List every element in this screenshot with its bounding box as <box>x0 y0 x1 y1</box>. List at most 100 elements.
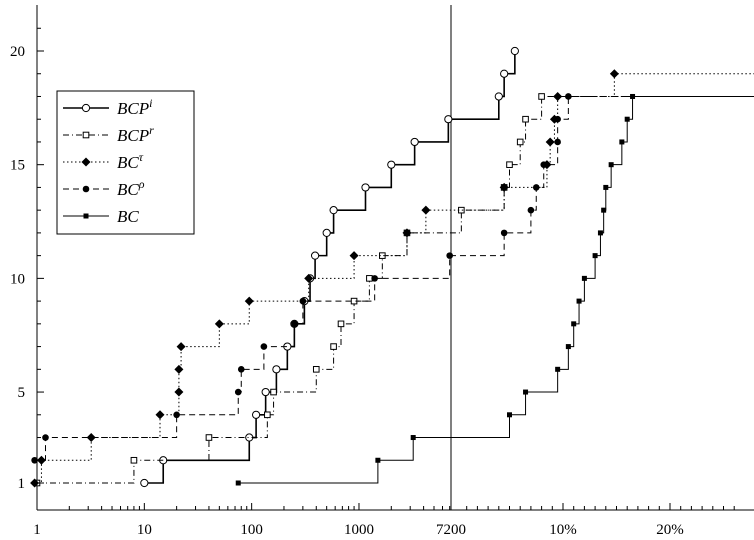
legend-label: BC <box>117 207 139 226</box>
series-line <box>37 95 754 484</box>
legend-series-superscript: r <box>149 123 154 137</box>
legend-marker <box>82 131 90 139</box>
legend-marker <box>81 157 91 167</box>
legend-marker <box>82 185 90 193</box>
legend-series-name: BCP <box>117 126 149 145</box>
data-point <box>304 273 314 283</box>
data-point <box>523 389 529 395</box>
legend-series-superscript: τ <box>139 150 144 164</box>
data-point <box>540 161 548 168</box>
data-point <box>270 388 277 396</box>
legend-series-name: BC <box>117 207 139 226</box>
data-point <box>506 161 513 168</box>
data-point <box>371 275 378 282</box>
data-point <box>581 275 587 281</box>
data-point <box>349 251 359 261</box>
data-point <box>244 296 254 306</box>
data-point <box>205 434 213 441</box>
data-point <box>322 228 331 237</box>
data-point <box>507 412 512 418</box>
y-tick-label: 20 <box>10 44 25 60</box>
data-point <box>174 387 184 397</box>
legend-marker <box>81 103 91 113</box>
data-point <box>235 480 241 486</box>
legend-label: BCPr <box>117 123 154 145</box>
legend-label: BCPi <box>117 96 152 118</box>
series-3 <box>31 93 754 464</box>
data-point <box>444 115 453 124</box>
legend-series-superscript: i <box>149 96 152 110</box>
data-point <box>366 275 373 282</box>
data-point <box>609 69 619 79</box>
data-point <box>375 457 381 463</box>
data-point <box>337 320 345 328</box>
data-point <box>532 184 540 191</box>
data-point <box>261 387 270 397</box>
data-point <box>522 115 529 123</box>
data-point <box>387 160 396 169</box>
data-point <box>272 365 281 374</box>
data-point <box>527 206 535 214</box>
legend-series-name: BC <box>117 180 139 199</box>
data-point <box>251 410 261 419</box>
y-tick-label: 1 <box>18 476 26 492</box>
legend-label: BCρ <box>117 177 145 199</box>
data-point <box>42 434 49 441</box>
data-point <box>410 435 416 441</box>
data-point <box>446 252 453 259</box>
data-point <box>410 137 419 147</box>
data-point <box>576 298 582 304</box>
legend-label: BCτ <box>117 150 144 172</box>
data-point <box>630 93 636 99</box>
data-point <box>402 228 412 238</box>
data-point <box>601 207 607 213</box>
series-line <box>238 95 754 484</box>
data-point <box>545 137 555 147</box>
data-point <box>330 343 337 350</box>
data-point <box>538 93 545 100</box>
data-point <box>329 206 338 215</box>
data-point <box>565 344 571 350</box>
data-point <box>155 410 165 420</box>
series-4 <box>235 93 754 486</box>
data-point <box>264 411 271 419</box>
x-tick-label: 1 <box>33 522 41 538</box>
y-tick-label: 5 <box>18 385 26 401</box>
data-point <box>140 478 149 488</box>
data-point <box>312 366 320 373</box>
data-point <box>565 93 572 100</box>
data-point <box>494 92 503 101</box>
data-point <box>554 138 561 146</box>
data-point <box>174 364 184 374</box>
data-point <box>299 297 307 305</box>
data-point <box>571 321 577 327</box>
data-point <box>176 342 186 352</box>
data-point <box>553 91 563 101</box>
data-point <box>619 139 625 145</box>
series-line <box>144 51 516 484</box>
data-point <box>31 456 38 464</box>
y-tick-label: 15 <box>10 158 25 174</box>
data-point <box>592 253 598 259</box>
legend-series-name: BCP <box>117 99 149 118</box>
data-point <box>86 433 96 443</box>
data-point <box>555 366 561 372</box>
x-tick-label: 10 <box>137 522 152 538</box>
x-tick-label: 1000 <box>344 522 374 538</box>
data-point <box>500 229 508 237</box>
legend-series-superscript: ρ <box>138 177 145 191</box>
x-tick-label: 10% <box>549 522 577 538</box>
data-point <box>608 162 614 168</box>
data-point <box>361 183 370 192</box>
data-point <box>237 366 245 373</box>
data-point <box>624 116 630 122</box>
data-point <box>516 138 524 146</box>
legend-series-name: BC <box>117 153 139 172</box>
y-tick-label: 10 <box>10 271 25 287</box>
x-tick-label: 7200 <box>436 522 466 538</box>
data-point <box>130 456 138 464</box>
data-point <box>458 206 465 214</box>
